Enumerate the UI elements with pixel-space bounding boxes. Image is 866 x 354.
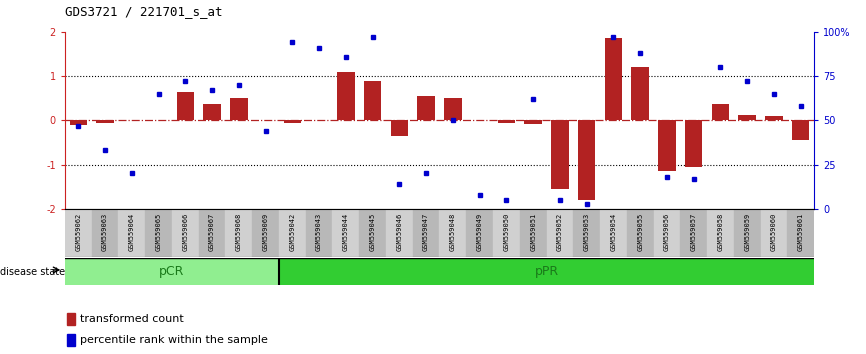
Text: GSM559046: GSM559046 [397,213,403,251]
Bar [230,98,248,120]
Bar [551,120,569,189]
Text: GSM559060: GSM559060 [771,213,777,251]
Bar [498,120,515,122]
Text: GSM559051: GSM559051 [530,213,536,251]
Text: GSM559055: GSM559055 [637,213,643,251]
Bar [417,96,435,120]
Bar [573,209,600,257]
Bar [604,39,622,120]
Bar [493,209,520,257]
Bar [364,81,381,120]
Text: GSM559056: GSM559056 [664,213,670,251]
Text: GSM559047: GSM559047 [423,213,430,251]
Bar [413,209,439,257]
Bar [787,209,814,257]
Text: GSM559052: GSM559052 [557,213,563,251]
Bar [198,209,225,257]
Bar [225,209,252,257]
Bar [627,209,654,257]
Bar [337,72,354,120]
Bar [444,98,462,120]
Bar [546,209,573,257]
Bar [177,92,194,120]
Bar [439,209,466,257]
Text: GSM559067: GSM559067 [209,213,215,251]
Text: GSM559064: GSM559064 [129,213,135,251]
Bar [65,209,92,257]
Bar [760,209,787,257]
Bar [172,209,198,257]
Bar [707,209,734,257]
Bar [792,120,810,140]
Text: GSM559053: GSM559053 [584,213,590,251]
Bar [359,209,386,257]
Text: GSM559045: GSM559045 [370,213,376,251]
Text: GSM559050: GSM559050 [503,213,509,251]
Text: GSM559058: GSM559058 [717,213,723,251]
Text: GSM559054: GSM559054 [611,213,617,251]
Bar [391,120,408,136]
Bar [65,258,279,285]
Text: GSM559063: GSM559063 [102,213,108,251]
Bar [631,67,649,120]
Bar [685,120,702,167]
Bar [386,209,413,257]
Text: transformed count: transformed count [80,314,184,324]
Bar [525,120,542,124]
Text: GSM559065: GSM559065 [156,213,162,251]
Bar [279,209,306,257]
Text: GSM559062: GSM559062 [75,213,81,251]
Text: GSM559044: GSM559044 [343,213,349,251]
Bar [712,104,729,120]
Text: pCR: pCR [159,265,184,278]
Bar [520,209,546,257]
Text: percentile rank within the sample: percentile rank within the sample [80,335,268,345]
Text: GSM559057: GSM559057 [691,213,696,251]
Bar [68,313,75,325]
Bar [766,116,783,120]
Bar [145,209,172,257]
Bar [658,120,675,171]
Bar [306,209,333,257]
Bar [600,209,627,257]
Bar [96,120,113,122]
Bar [204,104,221,120]
Bar [92,209,119,257]
Bar [654,209,681,257]
Bar [734,209,760,257]
Bar [119,209,145,257]
Text: GDS3721 / 221701_s_at: GDS3721 / 221701_s_at [65,5,223,18]
Bar [466,209,493,257]
Bar [68,334,75,346]
Text: pPR: pPR [534,265,559,278]
Bar [252,209,279,257]
Bar [284,120,301,122]
Text: disease state: disease state [0,267,65,277]
Bar [279,258,814,285]
Text: GSM559048: GSM559048 [449,213,456,251]
Text: GSM559043: GSM559043 [316,213,322,251]
Text: GSM559069: GSM559069 [262,213,268,251]
Text: GSM559059: GSM559059 [744,213,750,251]
Text: GSM559042: GSM559042 [289,213,295,251]
Text: GSM559068: GSM559068 [236,213,242,251]
Bar [578,120,595,200]
Bar [69,120,87,125]
Bar [333,209,359,257]
Text: GSM559049: GSM559049 [476,213,482,251]
Bar [681,209,707,257]
Bar [739,115,756,120]
Text: GSM559066: GSM559066 [183,213,188,251]
Text: GSM559061: GSM559061 [798,213,804,251]
